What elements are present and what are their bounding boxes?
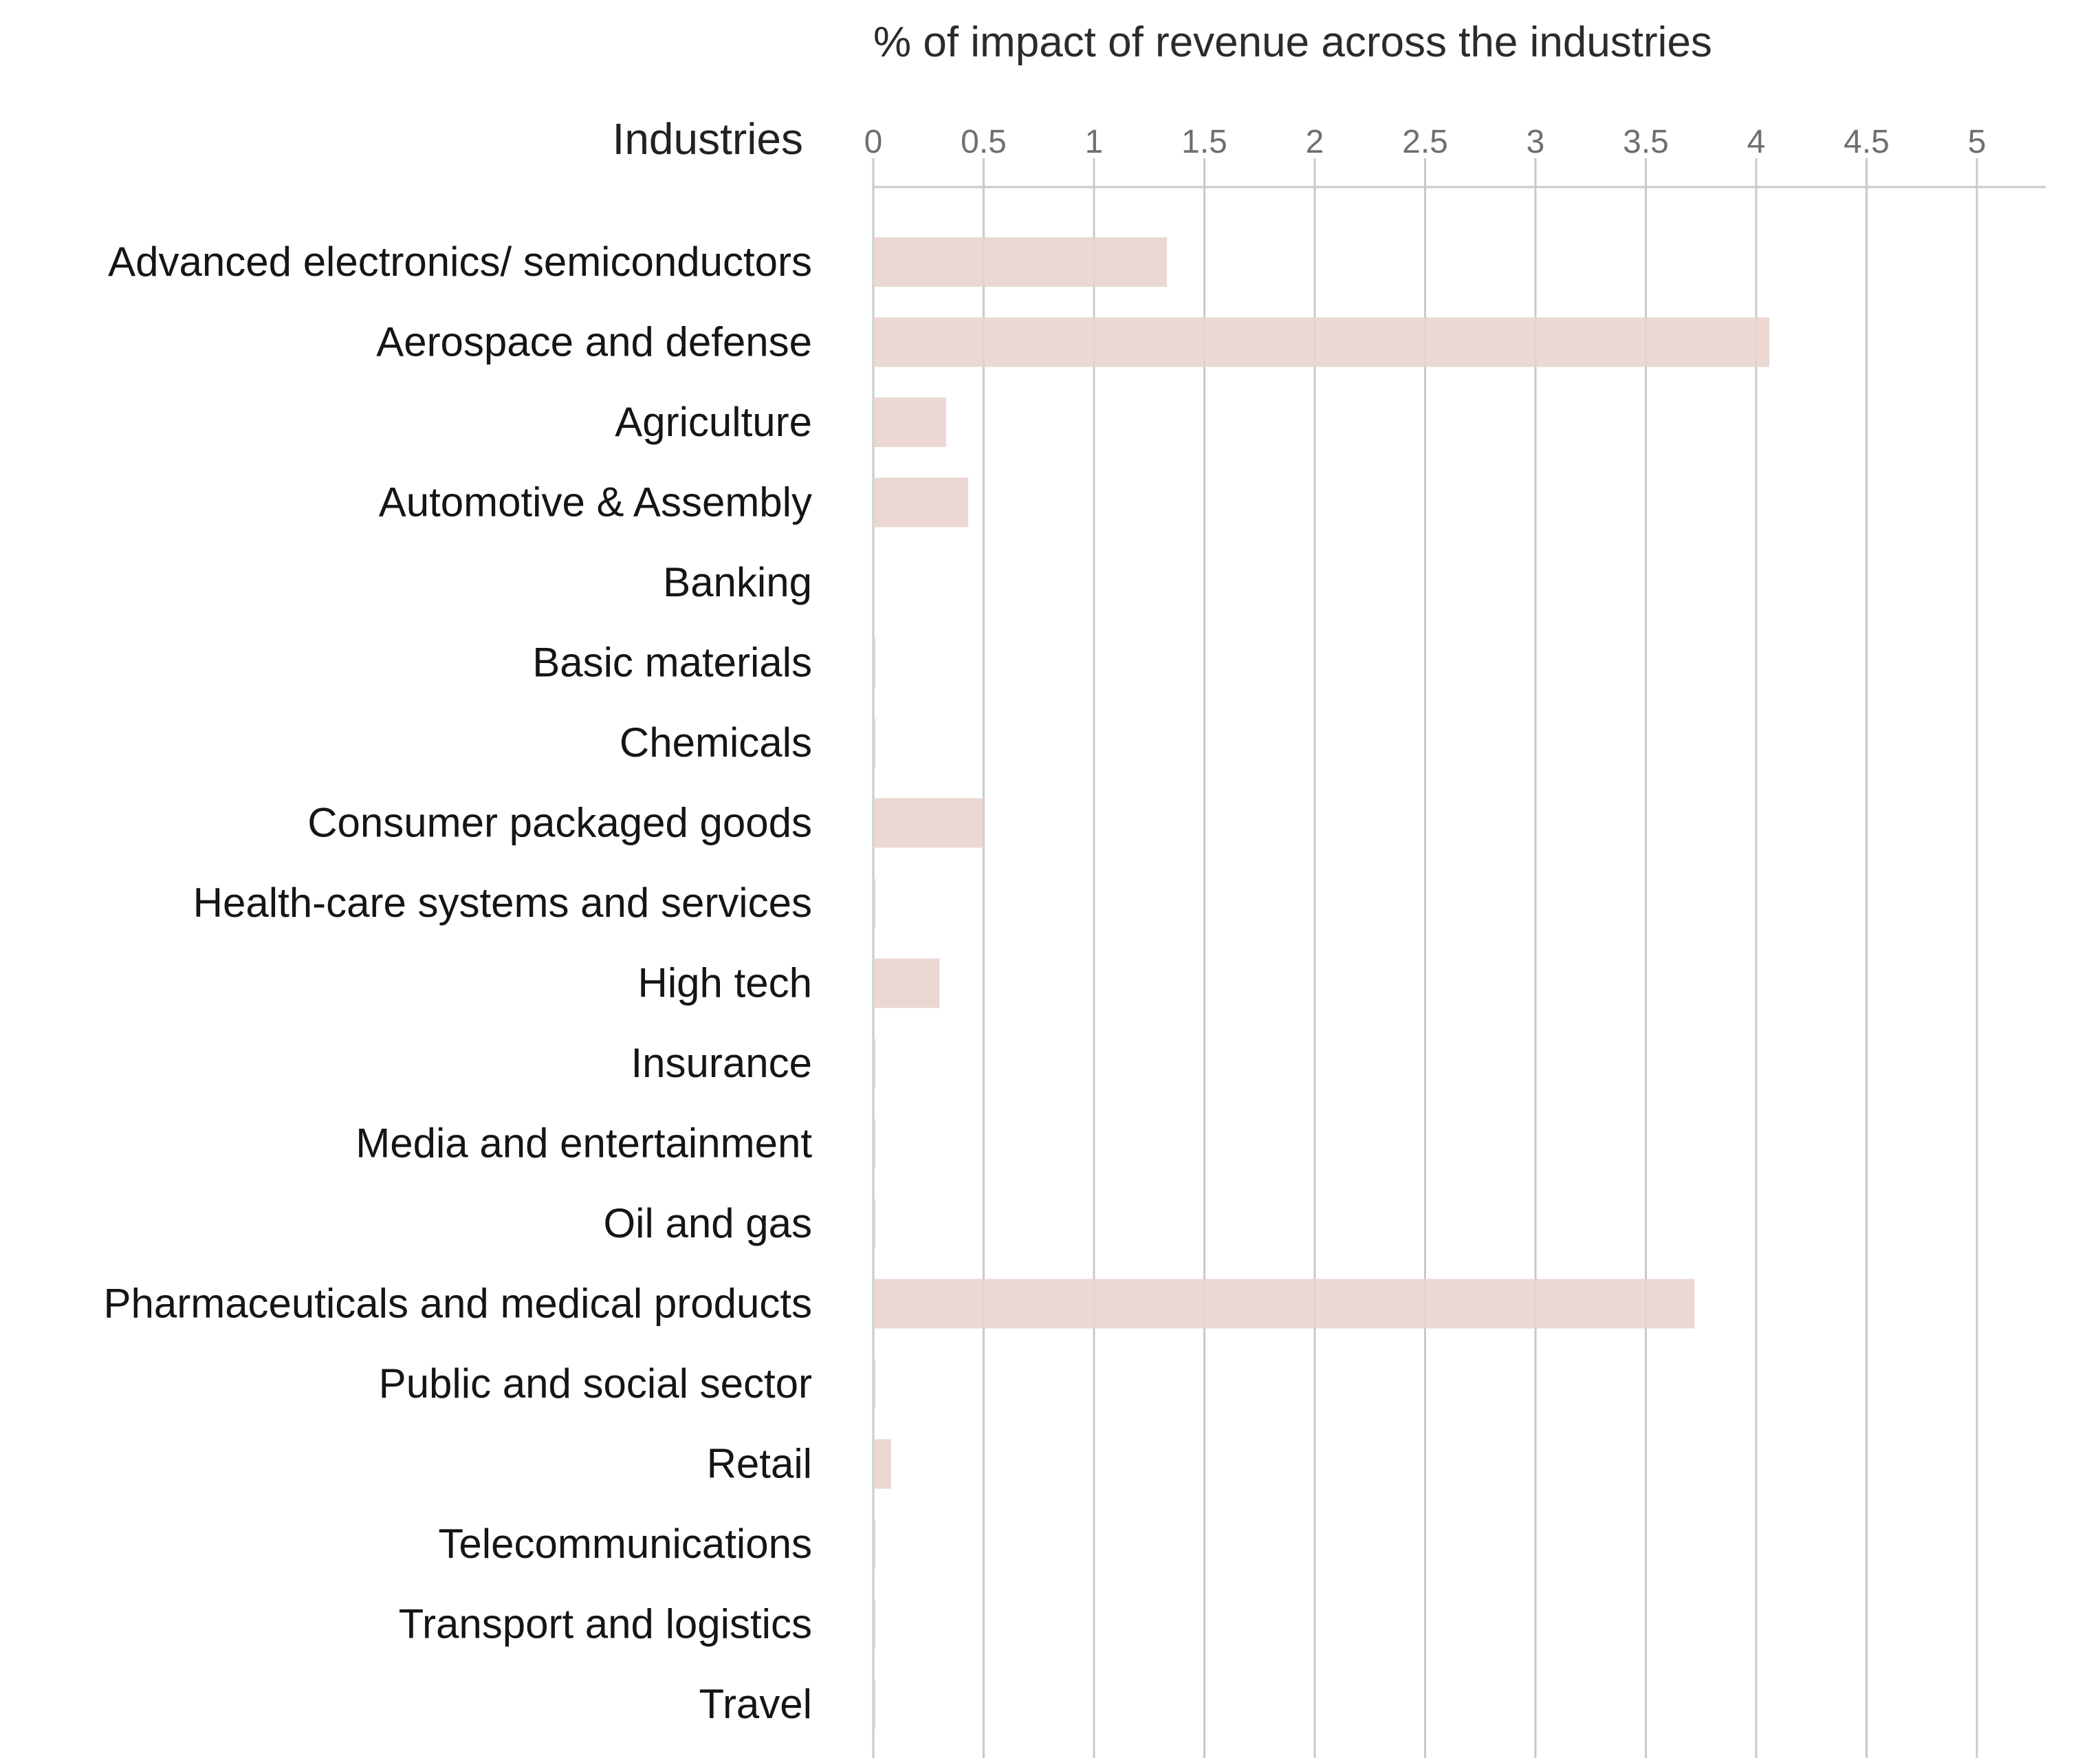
category-label: Media and entertainment bbox=[356, 1120, 812, 1166]
bar bbox=[873, 1439, 891, 1489]
bar bbox=[873, 398, 946, 447]
bar bbox=[873, 798, 984, 848]
category-label: Travel bbox=[699, 1681, 812, 1727]
category-label: High tech bbox=[638, 960, 812, 1006]
bar bbox=[873, 317, 1770, 367]
x-tick-label: 4.5 bbox=[1844, 124, 1890, 160]
chart-title: % of impact of revenue across the indust… bbox=[873, 19, 1712, 66]
bar bbox=[873, 718, 876, 768]
bar bbox=[873, 878, 876, 928]
category-label: Health-care systems and services bbox=[193, 880, 812, 926]
bar bbox=[873, 1519, 876, 1569]
bar bbox=[873, 1680, 876, 1729]
x-tick-label: 3 bbox=[1527, 124, 1545, 160]
category-label: Transport and logistics bbox=[399, 1601, 812, 1647]
x-tick-label: 0.5 bbox=[961, 124, 1007, 160]
bar bbox=[873, 958, 940, 1008]
category-label: Retail bbox=[707, 1441, 812, 1487]
category-axis-header: Industries bbox=[613, 114, 803, 164]
x-tick-label: 3.5 bbox=[1623, 124, 1669, 160]
bar bbox=[873, 638, 876, 688]
x-tick-label: 2.5 bbox=[1402, 124, 1448, 160]
category-label: Telecommunications bbox=[438, 1521, 812, 1567]
category-label: Public and social sector bbox=[379, 1360, 812, 1407]
category-label: Aerospace and defense bbox=[376, 319, 812, 365]
bar bbox=[873, 1359, 876, 1409]
category-label: Banking bbox=[663, 559, 812, 605]
category-label: Consumer packaged goods bbox=[307, 800, 812, 846]
x-tick-label: 4 bbox=[1747, 124, 1766, 160]
category-label: Agriculture bbox=[615, 399, 812, 445]
category-label: Insurance bbox=[631, 1040, 813, 1086]
x-tick-label: 2 bbox=[1306, 124, 1324, 160]
x-tick-label: 0 bbox=[864, 124, 883, 160]
bar bbox=[873, 1118, 876, 1169]
bar bbox=[873, 477, 969, 528]
category-label: Advanced electronics/ semiconductors bbox=[108, 239, 812, 285]
x-tick-label: 5 bbox=[1968, 124, 1987, 160]
x-tick-label: 1.5 bbox=[1181, 124, 1227, 160]
bars bbox=[873, 237, 1770, 1729]
category-label: Basic materials bbox=[532, 640, 812, 686]
category-label: Chemicals bbox=[620, 719, 812, 766]
category-label: Oil and gas bbox=[603, 1200, 812, 1246]
category-label: Pharmaceuticals and medical products bbox=[103, 1281, 812, 1327]
bar bbox=[873, 237, 1167, 287]
category-label: Automotive & Assembly bbox=[379, 479, 812, 525]
bar bbox=[873, 1199, 876, 1248]
bar bbox=[873, 1599, 876, 1649]
gridlines bbox=[872, 158, 1978, 1758]
x-axis-ticks: 0 0.5 1 1.5 2 2.5 3 3.5 4 4.5 5 bbox=[864, 124, 1987, 160]
x-tick-label: 1 bbox=[1085, 124, 1104, 160]
bar bbox=[873, 1039, 876, 1088]
category-labels: Advanced electronics/ semiconductors Aero… bbox=[103, 239, 812, 1727]
bar bbox=[873, 1279, 1695, 1329]
